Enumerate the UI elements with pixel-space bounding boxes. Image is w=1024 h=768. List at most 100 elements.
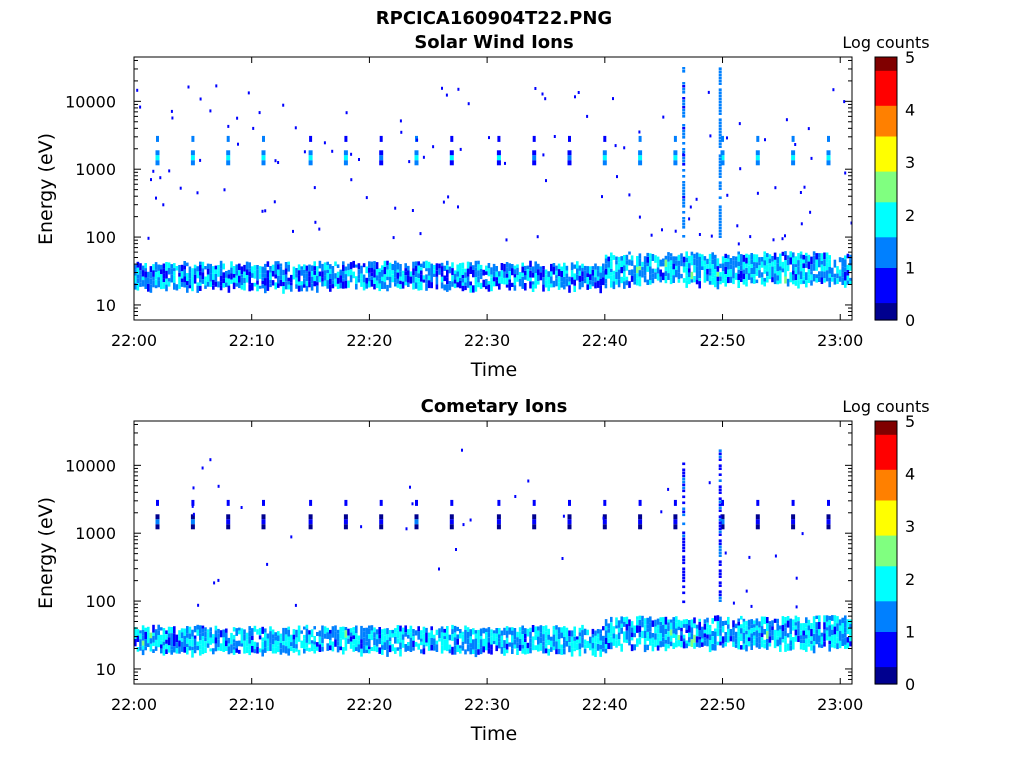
band-cell (625, 616, 629, 625)
spike-cell (682, 558, 686, 562)
band-cell (521, 272, 524, 277)
band-cell (602, 270, 605, 278)
band-cell (295, 273, 298, 278)
band-cell (763, 629, 766, 635)
band-cell (464, 649, 467, 655)
band-cell (342, 626, 345, 632)
band-cell (388, 269, 392, 277)
band-cell (370, 630, 374, 635)
band-cell (719, 636, 722, 642)
band-cell (607, 638, 610, 643)
band-cell (740, 254, 743, 261)
band-cell (443, 265, 446, 271)
colorbar-cell (875, 83, 897, 89)
band-cell (180, 628, 184, 633)
band-cell (173, 268, 176, 272)
band-cell (594, 277, 597, 283)
band-cell (557, 282, 561, 290)
burst-cell (261, 519, 266, 525)
band-cell (693, 623, 696, 629)
band-cell (643, 264, 647, 269)
band-cell (404, 271, 407, 276)
burst-cell (826, 150, 831, 156)
band-cell (344, 270, 348, 275)
band-cell (732, 641, 735, 647)
band-cell (134, 275, 137, 283)
band-cell (139, 639, 142, 647)
band-cell (225, 271, 228, 278)
band-cell (664, 616, 668, 625)
band-cell (331, 266, 335, 274)
band-cell (823, 622, 826, 630)
band-cell (578, 265, 582, 271)
band-cell (724, 262, 727, 267)
band-cell (292, 273, 296, 280)
scatter-cell (662, 115, 665, 119)
spike-cell (682, 157, 686, 160)
band-cell (589, 274, 592, 281)
band-cell (136, 278, 140, 283)
band-cell (526, 628, 530, 637)
band-cell (737, 266, 740, 270)
band-cell (256, 642, 259, 647)
band-cell (279, 275, 283, 280)
band-cell (227, 643, 231, 647)
burst-cell (720, 155, 725, 161)
burst-cell (720, 514, 725, 520)
band-cell (823, 629, 826, 634)
band-cell (685, 629, 688, 633)
band-cell (763, 265, 766, 270)
band-cell (805, 280, 808, 288)
x-tick-label: 22:50 (699, 331, 745, 350)
band-cell (282, 645, 285, 653)
band-cell (147, 626, 150, 633)
band-cell (555, 641, 558, 650)
band-cell (563, 269, 566, 277)
scatter-cell (394, 206, 397, 210)
band-cell (810, 636, 813, 641)
band-cell (141, 280, 145, 287)
band-cell (844, 272, 847, 276)
band-cell (518, 635, 522, 639)
band-cell (716, 628, 720, 637)
band-cell (157, 271, 160, 278)
band-cell (539, 266, 543, 273)
band-cell (591, 648, 595, 656)
spike-cell (682, 226, 686, 229)
band-cell (656, 263, 660, 268)
band-cell (524, 270, 527, 276)
band-cell (261, 284, 264, 289)
band-cell (555, 265, 558, 271)
burst-cell (190, 160, 195, 166)
band-cell (568, 281, 571, 286)
band-cell (370, 272, 374, 277)
band-cell (230, 273, 233, 280)
spike-cell (682, 507, 686, 511)
band-cell (849, 254, 852, 260)
band-cell (414, 261, 418, 266)
band-cell (820, 253, 824, 261)
band-cell (604, 630, 608, 638)
spike-cell (718, 449, 722, 452)
band-cell (378, 283, 381, 292)
band-cell (557, 644, 561, 649)
band-cell (563, 636, 566, 643)
band-cell (586, 266, 589, 274)
band-cell (649, 622, 652, 628)
band-cell (245, 646, 249, 654)
band-cell (680, 631, 683, 636)
band-cell (279, 266, 283, 271)
band-cell (763, 639, 766, 644)
band-cell (698, 618, 701, 622)
burst-cell (308, 160, 313, 166)
band-cell (144, 627, 147, 632)
burst-cell (567, 519, 572, 525)
band-cell (313, 644, 316, 650)
band-cell (815, 633, 818, 641)
band-cell (284, 627, 288, 635)
band-cell (360, 273, 363, 279)
spike-cell (718, 220, 722, 223)
band-cell (282, 282, 285, 286)
band-cell (646, 252, 649, 257)
band-cell (711, 252, 714, 260)
